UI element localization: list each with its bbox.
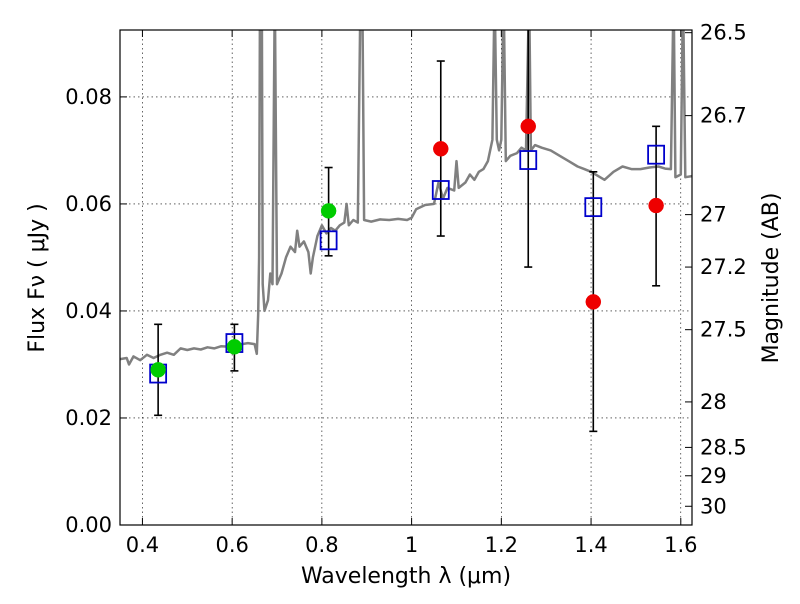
magnitude-tick-label: 27.2 <box>700 255 747 279</box>
observed-flux-point <box>585 294 602 310</box>
y-tick-label: 0.02 <box>65 406 112 430</box>
x-tick-label: 1.4 <box>574 533 607 557</box>
model-square-marker <box>319 230 338 251</box>
x-tick-label: 1.2 <box>485 533 518 557</box>
magnitude-tick-label: 26.7 <box>700 104 747 128</box>
model-spectrum <box>120 30 692 366</box>
error-bars <box>154 30 661 433</box>
grid-lines <box>120 30 692 526</box>
magnitude-tick-label: 27 <box>700 203 727 227</box>
magnitude-tick-label: 26.5 <box>700 21 747 45</box>
magnitude-axis-label: Magnitude (AB) <box>759 193 784 364</box>
observed-flux-point <box>648 197 664 214</box>
y-tick-label: 0.04 <box>65 299 112 323</box>
magnitude-tick-label: 29 <box>700 464 727 488</box>
y-axis-label: Flux Fν ( μJy ) <box>25 203 50 352</box>
plot-frame <box>119 29 693 526</box>
magnitude-tick-label: 28.5 <box>700 435 747 459</box>
observed-flux-point <box>433 141 449 157</box>
observed-flux-point <box>320 203 337 219</box>
y-axis-ticks: 0.00 0.02 0.04 0.06 0.08 <box>65 85 127 537</box>
observed-flux-point <box>150 362 166 378</box>
x-tick-label: 1.6 <box>664 533 697 557</box>
x-tick-label: 1 <box>405 533 418 557</box>
data-markers <box>149 118 666 384</box>
x-tick-label: 0.8 <box>305 533 338 557</box>
x-axis-label: Wavelength λ (μm) <box>301 564 511 589</box>
magnitude-tick-label: 28 <box>700 390 727 414</box>
observed-flux-point <box>520 118 537 135</box>
model-square-marker <box>519 150 538 170</box>
magnitude-axis-ticks: 26.5 26.7 27 27.2 27.5 28 28.5 29 30 <box>685 21 747 518</box>
x-tick-label: 0.4 <box>126 533 159 557</box>
y-tick-label: 0.06 <box>65 192 112 216</box>
model-square-marker <box>647 144 666 165</box>
x-tick-label: 0.6 <box>215 533 248 557</box>
y-tick-label: 0.08 <box>65 85 112 109</box>
observed-flux-point <box>226 339 243 355</box>
x-axis-ticks: 0.4 0.6 0.8 1 1.2 1.4 1.6 <box>126 30 697 557</box>
model-square-marker <box>431 180 450 200</box>
y-tick-label: 0.00 <box>65 513 112 537</box>
magnitude-tick-label: 27.5 <box>700 318 747 342</box>
spectrum-line <box>120 30 692 366</box>
magnitude-tick-label: 30 <box>700 494 727 518</box>
model-square-marker <box>584 197 603 218</box>
